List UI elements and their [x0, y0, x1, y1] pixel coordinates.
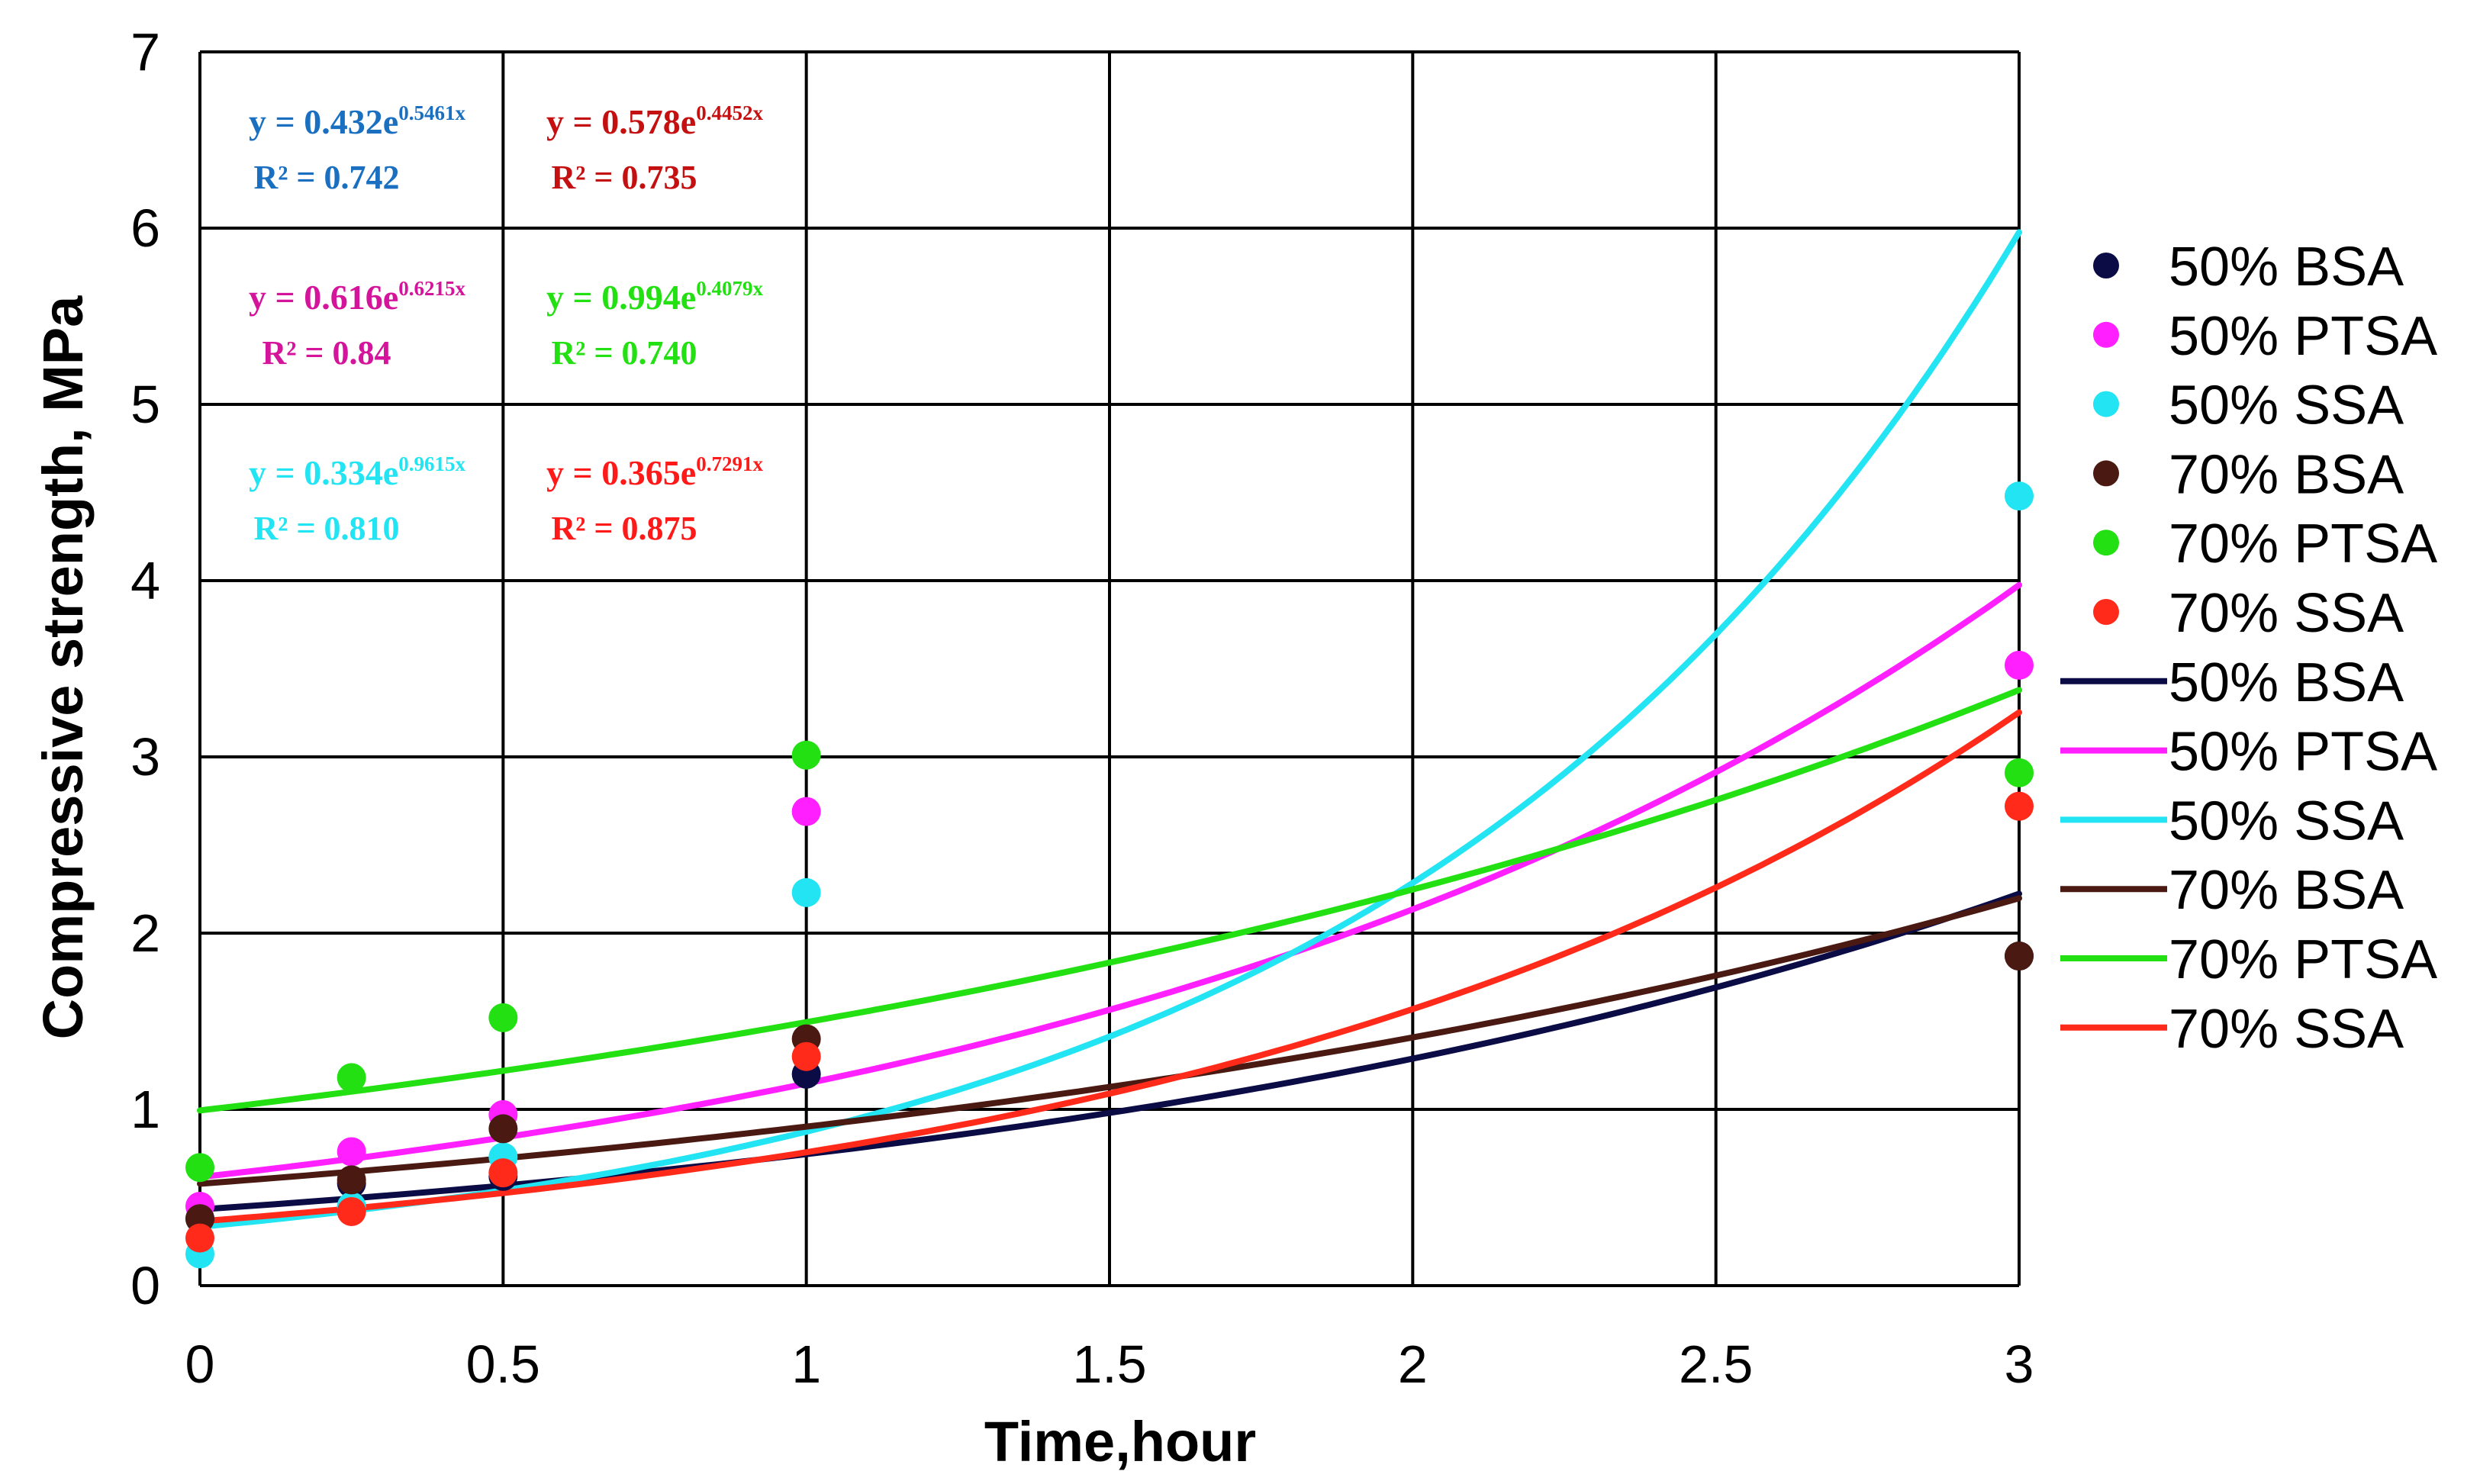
legend-marker-3 [2093, 460, 2119, 487]
legend-label: 70% BSA [2169, 860, 2404, 921]
y-tick-label: 4 [130, 551, 160, 610]
data-point-3-1 [337, 1165, 366, 1195]
legend-marker-5 [2093, 599, 2119, 625]
x-tick-label: 0.5 [466, 1334, 540, 1394]
y-tick-label: 7 [130, 22, 160, 82]
y-tick-label: 2 [130, 903, 160, 963]
data-point-2-4 [2005, 481, 2034, 511]
x-axis-title: Time,hour [984, 1410, 1256, 1473]
x-tick-label: 1 [791, 1334, 821, 1394]
legend-marker-4 [2093, 530, 2119, 556]
y-tick-label: 0 [130, 1256, 160, 1315]
x-tick-label: 1.5 [1072, 1334, 1146, 1394]
r2-1: R² = 0.84 [262, 334, 391, 372]
data-points [185, 481, 2034, 1269]
legend-label: 50% PTSA [2169, 306, 2437, 367]
data-point-1-1 [337, 1137, 366, 1167]
x-tick-label: 3 [2005, 1334, 2034, 1394]
equation-0: y = 0.432e0.5461x [249, 101, 465, 141]
equation-3: y = 0.578e0.4452x [546, 101, 763, 141]
data-point-2-3 [791, 877, 821, 907]
legend-label: 50% BSA [2169, 652, 2404, 713]
data-point-5-2 [488, 1158, 518, 1188]
data-point-3-4 [2005, 942, 2034, 971]
x-tick-label: 2 [1398, 1334, 1428, 1394]
x-tick-label: 2.5 [1679, 1334, 1753, 1394]
r2-2: R² = 0.810 [253, 510, 399, 547]
equation-4: y = 0.994e0.4079x [546, 277, 763, 317]
tick-labels: 0 1 2 3 4 5 6 7 0 0.5 1 1.5 2 2.5 3 [130, 22, 2034, 1394]
r2-5: R² = 0.875 [551, 510, 697, 547]
y-tick-label: 1 [130, 1080, 160, 1139]
r2-0: R² = 0.742 [253, 159, 399, 196]
legend-label: 50% SSA [2169, 375, 2404, 436]
legend-label: 70% PTSA [2169, 513, 2437, 575]
legend-label: 70% SSA [2169, 999, 2404, 1060]
legend-marker-2 [2093, 391, 2119, 417]
legend-label: 50% SSA [2169, 790, 2404, 851]
data-point-5-4 [2005, 791, 2034, 821]
data-point-5-3 [791, 1041, 821, 1071]
y-tick-label: 5 [130, 375, 160, 434]
y-tick-label: 3 [130, 727, 160, 787]
y-tick-label: 6 [130, 198, 160, 258]
data-point-4-4 [2005, 758, 2034, 787]
grid [198, 50, 2021, 1287]
fit-line-4 [197, 687, 2022, 1114]
data-point-4-0 [185, 1153, 214, 1183]
data-point-4-1 [337, 1063, 366, 1093]
trend-equations: y = 0.432e0.5461x R² = 0.742 y = 0.578e0.4… [249, 101, 763, 547]
legend-label: 70% BSA [2169, 444, 2404, 505]
y-axis-title: Compressive strength, MPa [31, 295, 95, 1039]
equation-2: y = 0.334e0.9615x [249, 452, 465, 492]
legend-label: 70% SSA [2169, 583, 2404, 644]
legend-marker-0 [2093, 253, 2119, 278]
x-tick-label: 0 [185, 1334, 215, 1394]
data-point-1-4 [2005, 650, 2034, 680]
equation-1: y = 0.616e0.6215x [249, 277, 465, 317]
legend-marker-1 [2093, 321, 2119, 348]
equation-5: y = 0.365e0.7291x [546, 452, 763, 492]
legend-label: 50% PTSA [2169, 722, 2437, 783]
legend-label: 50% BSA [2169, 237, 2404, 298]
legend-label: 70% PTSA [2169, 929, 2437, 990]
data-point-1-3 [791, 797, 821, 826]
data-point-4-3 [791, 740, 821, 770]
data-point-5-1 [337, 1196, 366, 1226]
legend: 50% BSA 50% PTSA 50% SSA 70% BSA 70% PTSA 70%… [2060, 237, 2437, 1060]
r2-4: R² = 0.740 [551, 334, 697, 372]
data-point-3-2 [488, 1114, 518, 1144]
r2-3: R² = 0.735 [551, 159, 697, 196]
data-point-5-0 [185, 1223, 214, 1253]
fit-line-5 [197, 709, 2022, 1225]
data-point-4-2 [488, 1003, 518, 1032]
